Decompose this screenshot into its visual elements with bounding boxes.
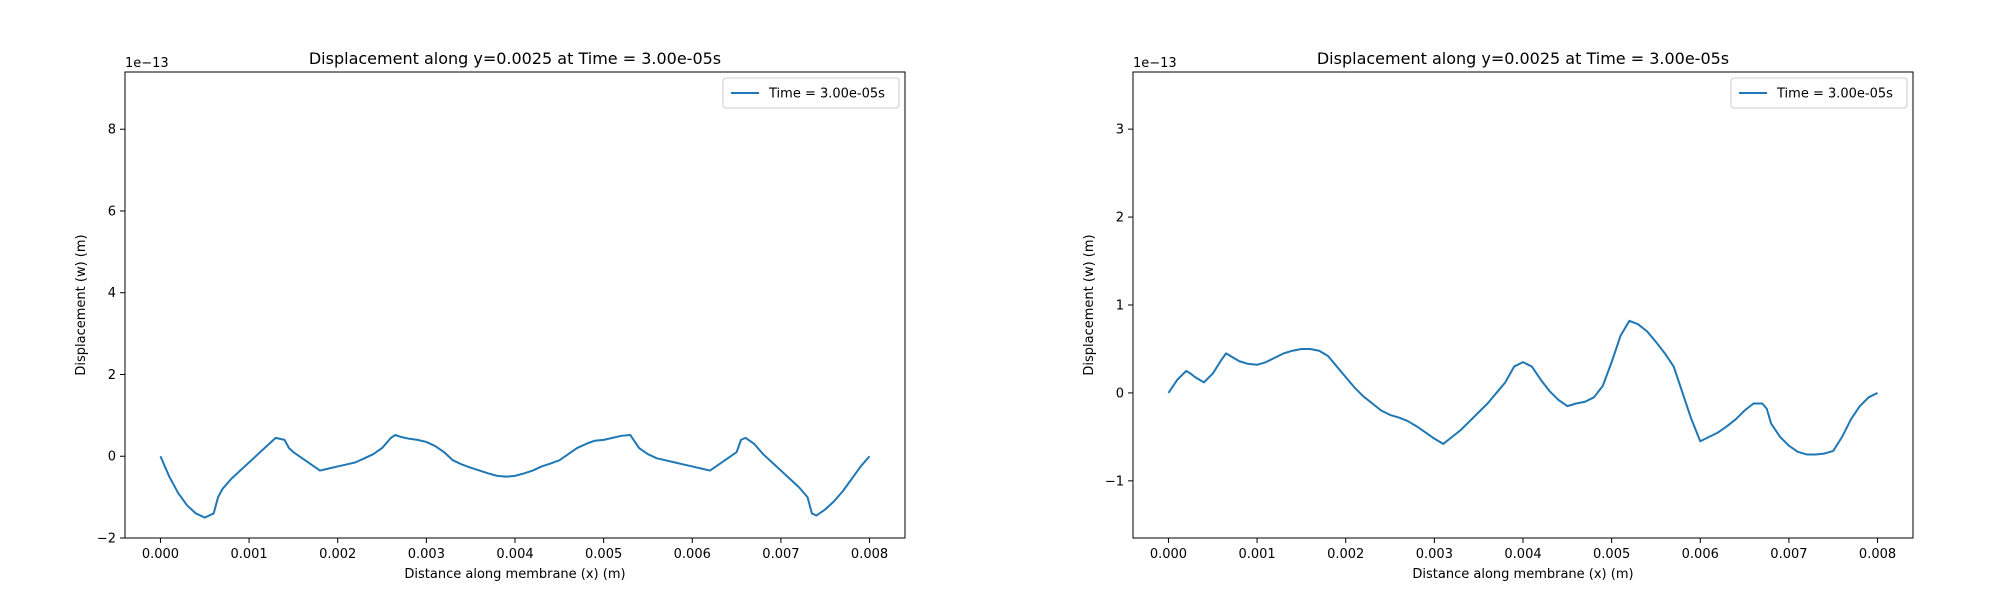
x-tick-label: 0.004 bbox=[1504, 547, 1541, 562]
y-tick-label: 1 bbox=[1116, 299, 1124, 314]
x-tick-label: 0.003 bbox=[1416, 547, 1453, 562]
x-tick-label: 0.006 bbox=[1682, 547, 1719, 562]
x-tick-label: 0.007 bbox=[762, 547, 799, 562]
y-offset-label: 1e−13 bbox=[125, 56, 169, 71]
series-line bbox=[159, 433, 871, 519]
y-tick-label: 6 bbox=[108, 204, 116, 219]
y-tick-label: −1 bbox=[1105, 474, 1124, 489]
x-axis-label: Distance along membrane (x) (m) bbox=[404, 567, 625, 582]
legend-label: Time = 3.00e-05s bbox=[768, 87, 885, 102]
x-tick-label: 0.001 bbox=[230, 547, 267, 562]
legend-label: Time = 3.00e-05s bbox=[1776, 87, 1893, 102]
y-axis-label: Displacement (w) (m) bbox=[1082, 234, 1097, 375]
x-tick-label: 0.002 bbox=[319, 547, 356, 562]
legend: Time = 3.00e-05s bbox=[1730, 77, 1908, 109]
x-tick-label: 0.001 bbox=[1238, 547, 1275, 562]
legend-box bbox=[722, 77, 900, 109]
chart-left: Displacement along y=0.0025 at Time = 3.… bbox=[74, 49, 906, 582]
y-axis-label: Displacement (w) (m) bbox=[74, 234, 89, 375]
y-tick-label: 2 bbox=[1116, 211, 1124, 226]
x-tick-label: 0.008 bbox=[851, 547, 888, 562]
x-tick-label: 0.005 bbox=[585, 547, 622, 562]
x-tick-label: 0.007 bbox=[1770, 547, 1807, 562]
y-tick-label: 2 bbox=[108, 368, 116, 383]
x-tick-label: 0.006 bbox=[674, 547, 711, 562]
series-line bbox=[1167, 319, 1878, 456]
legend-box bbox=[1730, 77, 1908, 109]
y-offset-label: 1e−13 bbox=[1133, 56, 1177, 71]
legend: Time = 3.00e-05s bbox=[722, 77, 900, 109]
chart-right: Displacement along y=0.0025 at Time = 3.… bbox=[1082, 49, 1914, 582]
y-tick-label: −2 bbox=[97, 532, 116, 547]
x-tick-label: 0.008 bbox=[1859, 547, 1896, 562]
y-tick-label: 0 bbox=[108, 450, 116, 465]
chart-title: Displacement along y=0.0025 at Time = 3.… bbox=[1317, 49, 1729, 68]
x-tick-label: 0.002 bbox=[1327, 547, 1364, 562]
x-tick-label: 0.000 bbox=[142, 547, 179, 562]
x-tick-label: 0.004 bbox=[496, 547, 533, 562]
x-tick-label: 0.000 bbox=[1150, 547, 1187, 562]
x-tick-label: 0.005 bbox=[1593, 547, 1630, 562]
chart-title: Displacement along y=0.0025 at Time = 3.… bbox=[309, 49, 721, 68]
y-tick-label: 0 bbox=[1116, 386, 1124, 401]
x-axis-label: Distance along membrane (x) (m) bbox=[1412, 567, 1633, 582]
y-tick-label: 3 bbox=[1116, 123, 1124, 138]
y-tick-label: 4 bbox=[108, 286, 116, 301]
y-tick-label: 8 bbox=[108, 123, 116, 138]
x-tick-label: 0.003 bbox=[408, 547, 445, 562]
